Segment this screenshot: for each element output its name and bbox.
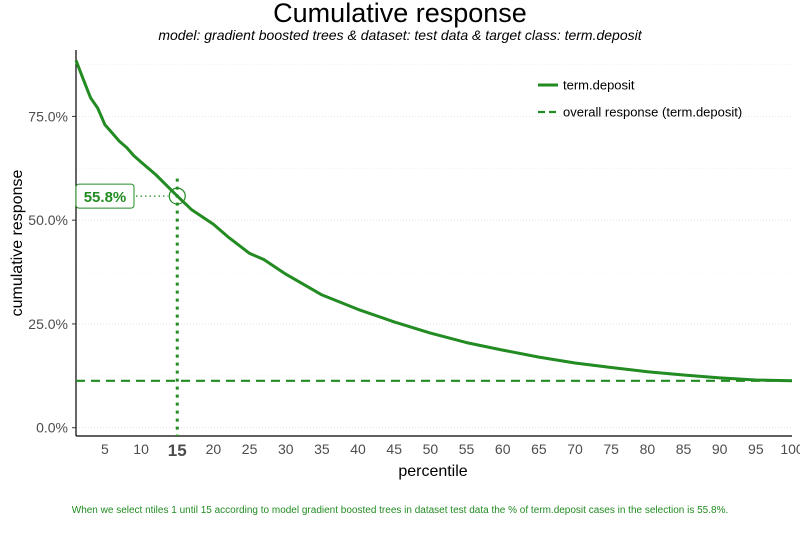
- legend-label: term.deposit: [563, 78, 635, 93]
- x-tick-label: 100: [780, 441, 800, 457]
- highlight-value-label: 55.8%: [84, 189, 127, 206]
- x-tick-label: 50: [423, 441, 439, 457]
- x-tick-label: 30: [278, 441, 294, 457]
- highlight-point-marker: [168, 187, 186, 205]
- y-axis-ticks: 0.0% 25.0% 50.0% 75.0%: [28, 108, 76, 436]
- x-tick-label: 70: [567, 441, 583, 457]
- x-tick-label: 35: [314, 441, 330, 457]
- x-axis-ticks: 5 10 15 20 25 30 35 40 45 50 55 60 65 70 75 80 85 90 95 100: [101, 441, 800, 460]
- chart-title: Cumulative response: [273, 0, 527, 28]
- x-tick-label: 90: [712, 441, 728, 457]
- y-tick-label: 0.0%: [36, 420, 68, 436]
- y-tick-label: 50.0%: [28, 212, 68, 228]
- x-tick-label: 20: [206, 441, 222, 457]
- x-tick-label: 45: [386, 441, 402, 457]
- chart-subtitle: model: gradient boosted trees & dataset:…: [158, 27, 642, 43]
- x-tick-label: 25: [242, 441, 258, 457]
- x-axis-label: percentile: [398, 463, 467, 480]
- annotation-group: 55.8%: [75, 178, 186, 436]
- legend: term.deposit overall response (term.depos…: [538, 78, 742, 120]
- y-axis-label: cumulative response: [9, 170, 26, 317]
- x-tick-label: 15: [168, 441, 187, 460]
- x-tick-label: 55: [459, 441, 475, 457]
- term-deposit-line: [74, 59, 793, 383]
- chart-caption: When we select ntiles 1 until 15 accordi…: [72, 505, 728, 516]
- x-tick-label: 60: [495, 441, 511, 457]
- x-tick-label: 95: [748, 441, 764, 457]
- x-tick-label: 85: [676, 441, 692, 457]
- series-group: [74, 59, 793, 383]
- y-tick-label: 75.0%: [28, 108, 68, 124]
- x-tick-label: 75: [603, 441, 619, 457]
- x-tick-label: 65: [531, 441, 547, 457]
- x-tick-label: 10: [133, 441, 149, 457]
- highlight-label-box: [75, 183, 135, 209]
- x-tick-label: 80: [640, 441, 656, 457]
- legend-label: overall response (term.deposit): [563, 105, 742, 120]
- gridlines: [76, 64, 792, 429]
- axes: [75, 50, 792, 437]
- x-tick-label: 40: [350, 441, 366, 457]
- x-tick-label: 5: [101, 441, 109, 457]
- y-tick-label: 25.0%: [28, 316, 68, 332]
